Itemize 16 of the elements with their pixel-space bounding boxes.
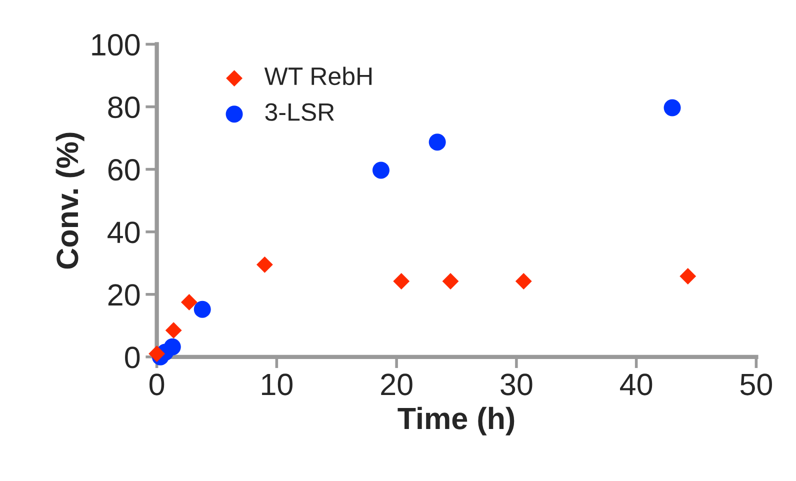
x-tick-label: 30 bbox=[500, 374, 532, 396]
x-tick-label: 10 bbox=[262, 374, 292, 396]
y-tick-label: 40 bbox=[108, 222, 140, 244]
y-tick-label: 20 bbox=[108, 284, 140, 306]
y-tick-label: 80 bbox=[108, 96, 140, 118]
y-tick-label: 100 bbox=[92, 34, 140, 56]
legend-label: 3-LSR bbox=[265, 103, 334, 121]
y-axis-title: Conv. (%) bbox=[56, 132, 84, 269]
x-tick-label: 20 bbox=[381, 374, 412, 396]
x-tick-label: 50 bbox=[740, 374, 772, 396]
x-tick-label: 0 bbox=[150, 374, 164, 396]
x-tick-label: 40 bbox=[620, 374, 652, 396]
legend-label: WT RebH bbox=[264, 66, 372, 86]
x-axis-title: Time (h) bbox=[398, 406, 514, 436]
y-tick-label: 60 bbox=[108, 159, 140, 181]
y-tick-label: 0 bbox=[125, 346, 140, 368]
